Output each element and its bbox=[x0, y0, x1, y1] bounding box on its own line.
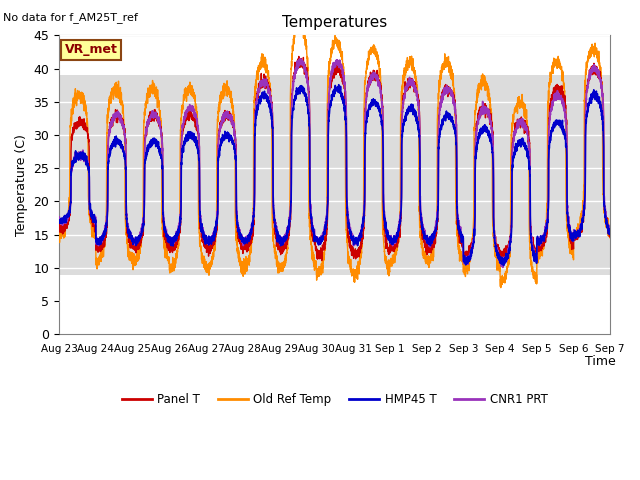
Y-axis label: Temperature (C): Temperature (C) bbox=[15, 134, 28, 236]
Bar bbox=[59, 75, 611, 275]
Text: VR_met: VR_met bbox=[65, 43, 118, 56]
X-axis label: Time: Time bbox=[585, 355, 616, 368]
Text: No data for f_AM25T_ref: No data for f_AM25T_ref bbox=[3, 12, 138, 23]
Legend: Panel T, Old Ref Temp, HMP45 T, CNR1 PRT: Panel T, Old Ref Temp, HMP45 T, CNR1 PRT bbox=[117, 388, 552, 410]
Title: Temperatures: Temperatures bbox=[282, 15, 387, 30]
